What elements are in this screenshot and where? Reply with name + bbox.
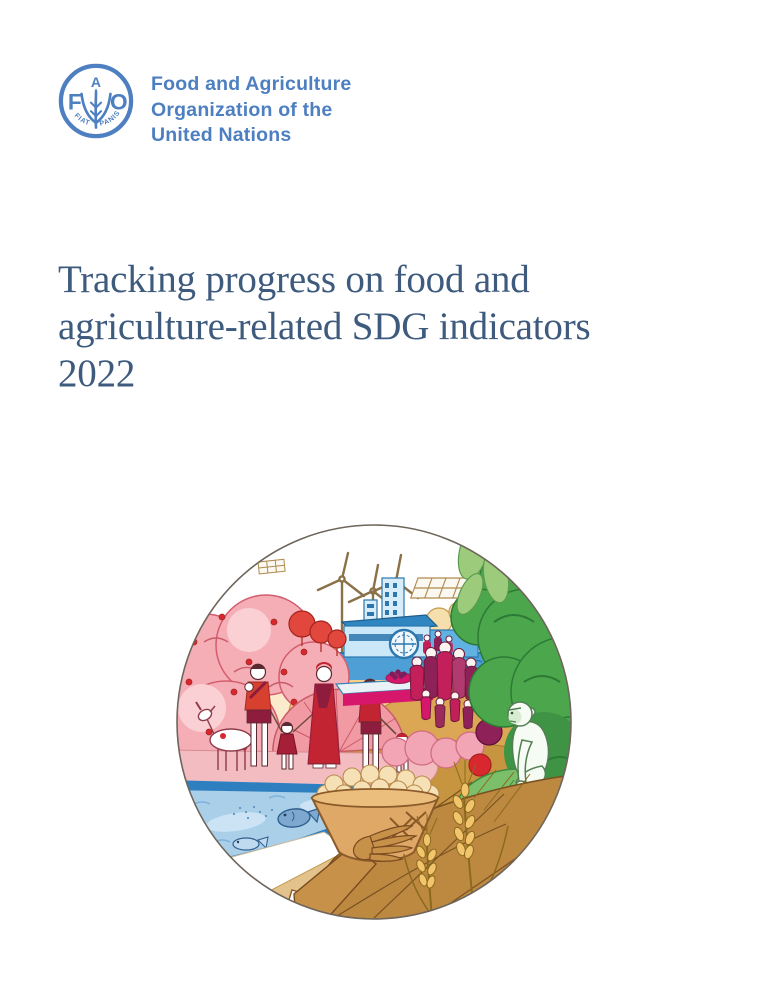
cover-illustration-svg bbox=[176, 524, 572, 920]
figure-girl bbox=[276, 721, 298, 770]
hand-icon bbox=[352, 825, 418, 862]
wheat-sheaf-icon bbox=[80, 92, 112, 129]
wordmark-line-1: Food and Agriculture bbox=[151, 73, 352, 95]
wheat-icon bbox=[403, 760, 531, 919]
title-line-1: Tracking progress on food and bbox=[58, 258, 530, 301]
title-line-3: 2022 bbox=[58, 352, 136, 395]
figure-mother bbox=[307, 662, 341, 769]
fish-icon-2 bbox=[232, 836, 269, 851]
illustration-circle-border bbox=[176, 524, 572, 920]
fao-logo: F O A FIAT PANIS Food and Agriculture Or… bbox=[57, 62, 351, 149]
logo-letter-a: A bbox=[91, 74, 101, 90]
fao-emblem-icon: F O A FIAT PANIS bbox=[58, 63, 134, 139]
logo-letter-o: O bbox=[110, 90, 128, 115]
cover-illustration bbox=[174, 522, 574, 922]
fish-icon bbox=[277, 807, 321, 828]
wheat-grain-icon bbox=[94, 88, 98, 96]
wordmark-line-2: Organization of the bbox=[151, 98, 333, 121]
goat-icon bbox=[195, 701, 253, 771]
figure-father bbox=[244, 663, 272, 767]
logo-letter-f: F bbox=[68, 90, 82, 115]
river-speckles bbox=[232, 805, 274, 820]
tree-fruits bbox=[185, 613, 308, 751]
wheat-awns bbox=[416, 760, 477, 835]
fao-wordmark: Food and Agriculture Organization of the… bbox=[151, 72, 351, 149]
red-bushes bbox=[288, 610, 347, 656]
title-line-2: agriculture-related SDG indicators bbox=[58, 305, 591, 348]
page-title: Tracking progress on food and agricultur… bbox=[58, 256, 728, 397]
solar-panels-icon bbox=[257, 558, 475, 599]
wordmark-line-3: United Nations bbox=[151, 124, 292, 146]
